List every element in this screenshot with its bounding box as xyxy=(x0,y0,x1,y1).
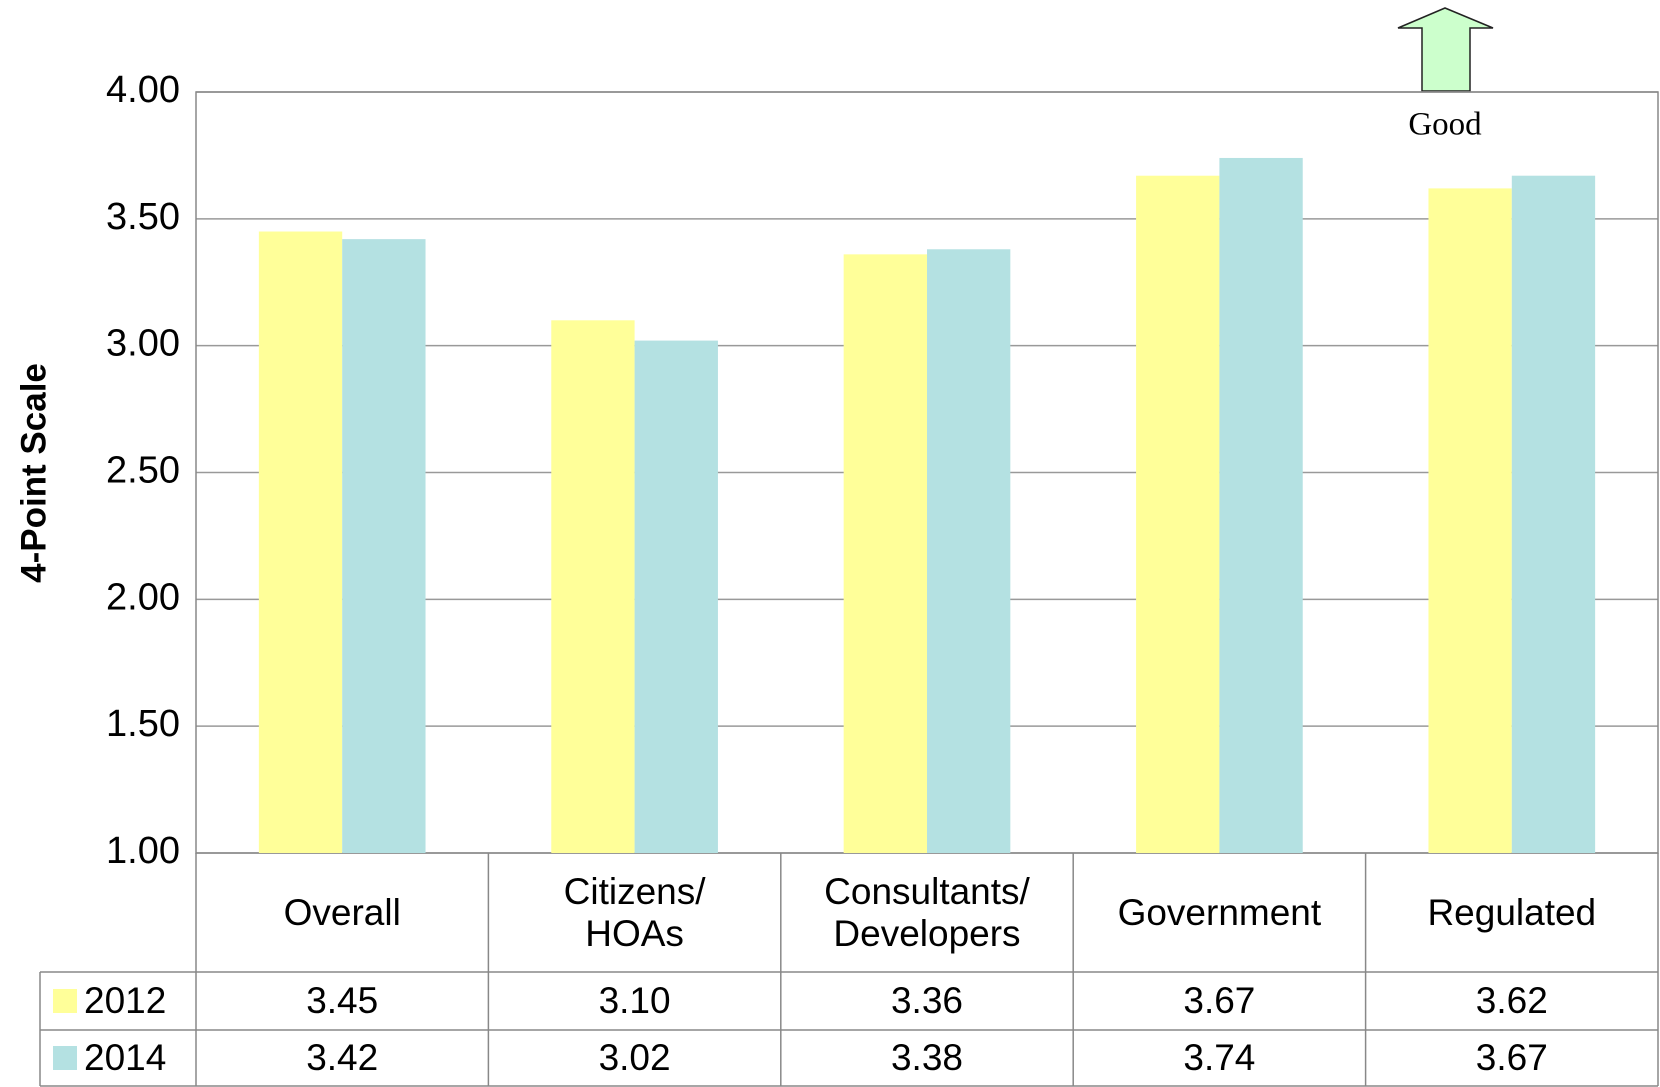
category-label: Regulated xyxy=(1427,891,1597,933)
annotation: Good xyxy=(1408,107,1482,143)
y-tick-label: 3.00 xyxy=(106,323,180,365)
legend-swatch xyxy=(53,989,77,1013)
y-tick-label: 1.50 xyxy=(106,703,180,745)
bar xyxy=(843,254,927,853)
good-arrow xyxy=(1397,7,1494,92)
legend-label: 2012 xyxy=(84,980,167,1021)
bar xyxy=(1219,157,1303,853)
category-label: Overall xyxy=(283,891,401,933)
category-label: Consultants/ Developers xyxy=(824,870,1030,954)
category-label: Government xyxy=(1117,891,1322,933)
bar xyxy=(1511,175,1596,853)
value-label: 3.42 xyxy=(306,1037,379,1078)
value-label: 3.62 xyxy=(1475,980,1548,1021)
value-label: 3.45 xyxy=(306,980,379,1021)
value-label: 3.02 xyxy=(598,1037,671,1078)
y-tick-label: 4.00 xyxy=(106,69,180,111)
bar xyxy=(927,249,1011,854)
value-label: 3.74 xyxy=(1183,1037,1256,1078)
legend-label: 2014 xyxy=(84,1037,167,1078)
value-label: 3.67 xyxy=(1475,1037,1548,1078)
value-label: 3.67 xyxy=(1183,980,1256,1021)
bar xyxy=(258,231,343,853)
value-label: 3.36 xyxy=(890,980,963,1021)
y-tick-label: 2.00 xyxy=(106,576,180,618)
bar xyxy=(342,239,426,854)
value-label: 3.10 xyxy=(598,980,671,1021)
value-label: 3.38 xyxy=(890,1037,963,1078)
y-axis-label: 4-Point Scale xyxy=(14,363,53,583)
bar xyxy=(551,320,635,853)
category-label: Citizens/ HOAs xyxy=(563,870,706,954)
y-tick-label: 2.50 xyxy=(106,450,180,492)
bar xyxy=(634,340,718,853)
bar xyxy=(1136,175,1220,853)
y-tick-label: 3.50 xyxy=(106,196,180,238)
legend-swatch xyxy=(53,1046,77,1070)
bar xyxy=(1428,188,1512,854)
y-tick-label: 1.00 xyxy=(106,830,180,872)
